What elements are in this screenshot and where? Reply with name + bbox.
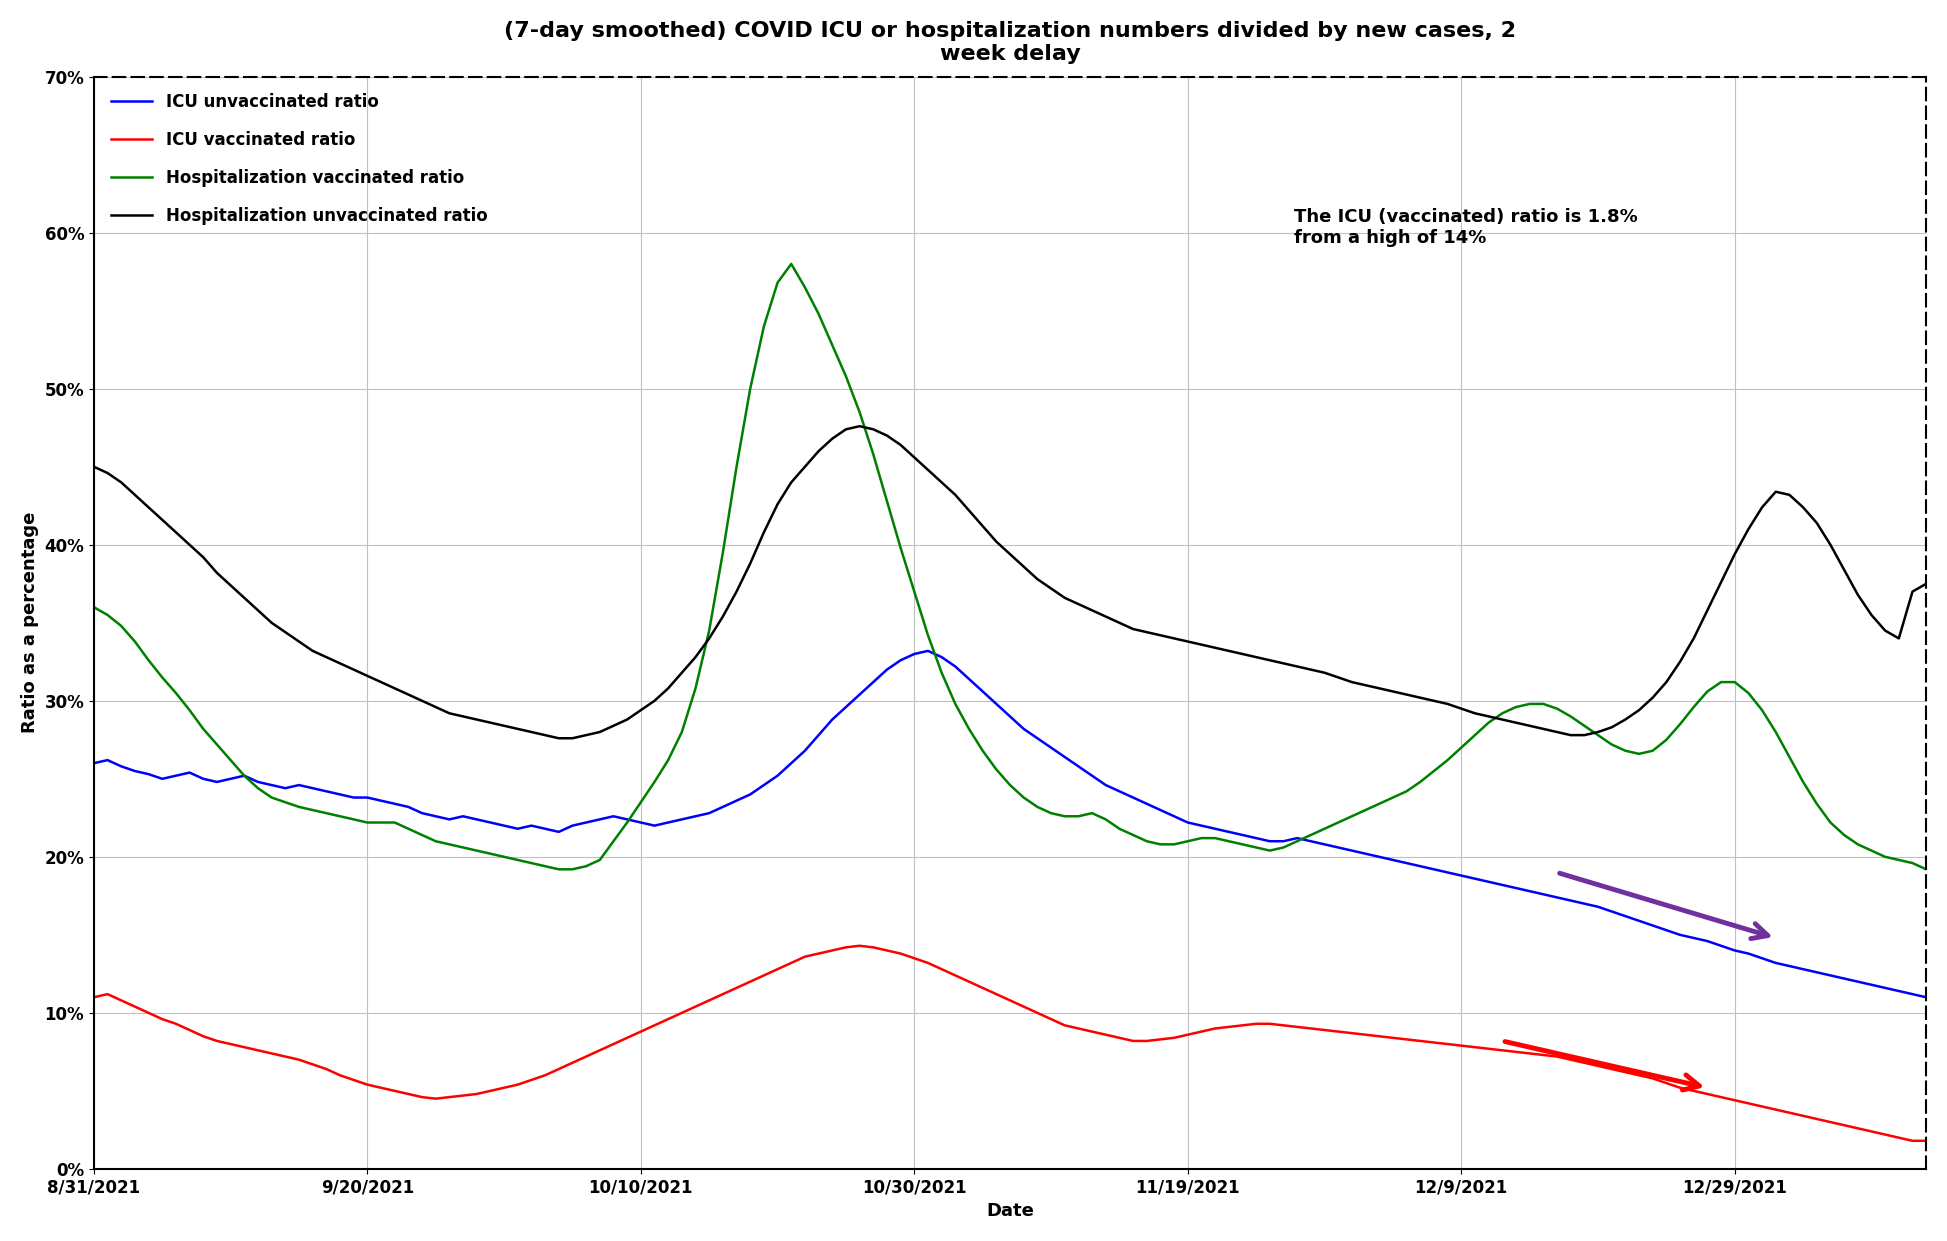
ICU vaccinated ratio <box>506 1077 530 1092</box>
ICU unvaccinated ratio <box>917 643 940 658</box>
Text: The ICU (vaccinated) ratio is 1.8%
from a high of 14%: The ICU (vaccinated) ratio is 1.8% from … <box>1295 207 1637 247</box>
ICU vaccinated ratio <box>849 938 872 953</box>
Hospitalization vaccinated ratio <box>547 861 570 876</box>
Hospitalization vaccinated ratio <box>779 257 802 272</box>
Hospitalization unvaccinated ratio <box>1421 694 1445 709</box>
Hospitalization unvaccinated ratio <box>82 459 105 474</box>
Hospitalization vaccinated ratio <box>82 599 105 614</box>
ICU vaccinated ratio <box>82 990 105 1005</box>
ICU unvaccinated ratio <box>1805 964 1828 979</box>
Hospitalization vaccinated ratio <box>506 853 530 867</box>
Hospitalization vaccinated ratio <box>1914 861 1937 876</box>
ICU vaccinated ratio <box>1067 1021 1090 1036</box>
ICU unvaccinated ratio <box>1135 797 1158 812</box>
Line: ICU unvaccinated ratio: ICU unvaccinated ratio <box>93 650 1926 998</box>
Title: (7-day smoothed) COVID ICU or hospitalization numbers divided by new cases, 2
we: (7-day smoothed) COVID ICU or hospitaliz… <box>504 21 1517 65</box>
ICU unvaccinated ratio <box>1914 990 1937 1005</box>
Line: Hospitalization vaccinated ratio: Hospitalization vaccinated ratio <box>93 264 1926 869</box>
Line: ICU vaccinated ratio: ICU vaccinated ratio <box>93 946 1926 1140</box>
Hospitalization vaccinated ratio <box>1421 763 1445 778</box>
Hospitalization vaccinated ratio <box>1818 815 1842 830</box>
ICU unvaccinated ratio <box>1682 931 1706 946</box>
Hospitalization unvaccinated ratio <box>1818 537 1842 552</box>
Hospitalization unvaccinated ratio <box>1696 603 1719 618</box>
Y-axis label: Ratio as a percentage: Ratio as a percentage <box>21 513 39 733</box>
ICU vaccinated ratio <box>1408 1034 1431 1049</box>
Hospitalization vaccinated ratio <box>1081 805 1104 820</box>
Hospitalization unvaccinated ratio <box>506 721 530 736</box>
ICU unvaccinated ratio <box>506 822 530 836</box>
Legend: ICU unvaccinated ratio, ICU vaccinated ratio, Hospitalization vaccinated ratio, : ICU unvaccinated ratio, ICU vaccinated r… <box>101 86 496 233</box>
ICU unvaccinated ratio <box>1408 859 1431 874</box>
ICU vaccinated ratio <box>1805 1112 1828 1127</box>
ICU unvaccinated ratio <box>1067 759 1090 774</box>
Line: Hospitalization unvaccinated ratio: Hospitalization unvaccinated ratio <box>93 426 1926 738</box>
Hospitalization vaccinated ratio <box>1149 836 1172 851</box>
ICU unvaccinated ratio <box>82 756 105 771</box>
Hospitalization unvaccinated ratio <box>1149 628 1172 643</box>
Hospitalization unvaccinated ratio <box>547 731 570 746</box>
ICU vaccinated ratio <box>1135 1034 1158 1049</box>
ICU vaccinated ratio <box>1914 1133 1937 1148</box>
X-axis label: Date: Date <box>985 1203 1034 1220</box>
Hospitalization unvaccinated ratio <box>1914 576 1937 591</box>
Hospitalization unvaccinated ratio <box>849 418 872 433</box>
ICU vaccinated ratio <box>1682 1083 1706 1098</box>
ICU vaccinated ratio <box>1900 1133 1924 1148</box>
Hospitalization vaccinated ratio <box>1696 684 1719 699</box>
Hospitalization unvaccinated ratio <box>1081 603 1104 618</box>
